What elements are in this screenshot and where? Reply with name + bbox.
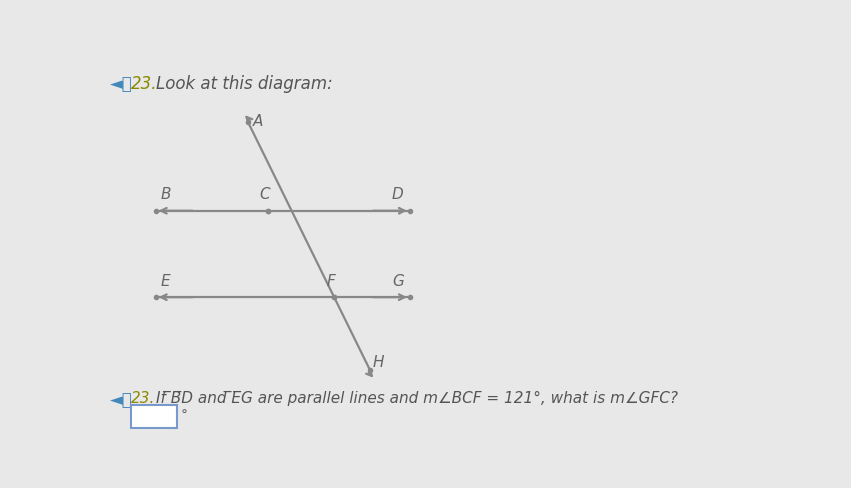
Text: 23.: 23. bbox=[131, 76, 158, 94]
Text: A: A bbox=[253, 114, 263, 129]
FancyBboxPatch shape bbox=[131, 406, 177, 427]
Text: °: ° bbox=[181, 409, 188, 423]
Text: ◄⦿: ◄⦿ bbox=[110, 391, 133, 409]
Text: H: H bbox=[373, 355, 384, 370]
Text: B: B bbox=[161, 187, 171, 203]
Text: C: C bbox=[260, 187, 270, 203]
Text: ◄⦿: ◄⦿ bbox=[110, 76, 133, 94]
Text: 23.: 23. bbox=[131, 391, 156, 406]
Text: D: D bbox=[392, 187, 403, 203]
Text: If ̅B̅D and ̅E̅G are parallel lines and m∠BCF = 121°, what is m∠GFC?: If ̅B̅D and ̅E̅G are parallel lines and … bbox=[156, 391, 678, 406]
Text: G: G bbox=[392, 274, 404, 289]
Text: F: F bbox=[326, 274, 335, 289]
Text: E: E bbox=[161, 274, 170, 289]
Text: Look at this diagram:: Look at this diagram: bbox=[156, 76, 333, 94]
